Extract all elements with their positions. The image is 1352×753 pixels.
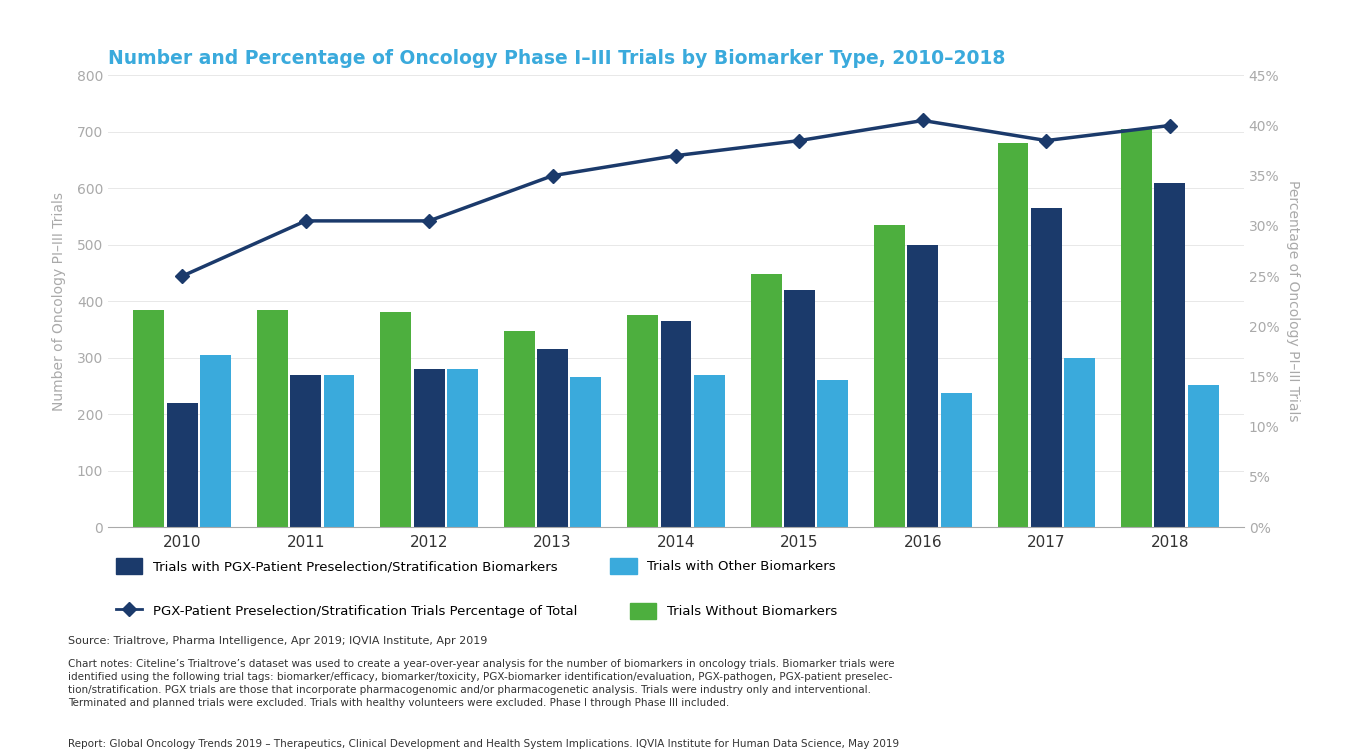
Bar: [1187, 385, 1218, 527]
Bar: [166, 403, 197, 527]
Bar: [627, 316, 658, 527]
Bar: [1030, 208, 1061, 527]
Text: Number and Percentage of Oncology Phase I–III Trials by Biomarker Type, 2010–201: Number and Percentage of Oncology Phase …: [108, 49, 1006, 68]
Text: Report: Global Oncology Trends 2019 – Therapeutics, Clinical Development and Hea: Report: Global Oncology Trends 2019 – Th…: [68, 739, 899, 749]
Bar: [380, 312, 411, 527]
Bar: [784, 290, 815, 527]
Bar: [907, 245, 938, 527]
Bar: [257, 309, 288, 527]
Bar: [694, 375, 725, 527]
Bar: [571, 377, 602, 527]
Y-axis label: Percentage of Oncology PI–III Trials: Percentage of Oncology PI–III Trials: [1286, 181, 1301, 422]
Bar: [414, 369, 445, 527]
Bar: [448, 369, 477, 527]
Bar: [134, 309, 165, 527]
Bar: [818, 380, 848, 527]
Y-axis label: Number of Oncology PI–III Trials: Number of Oncology PI–III Trials: [51, 192, 66, 410]
Bar: [1064, 358, 1095, 527]
Bar: [323, 375, 354, 527]
Bar: [941, 393, 972, 527]
Text: Source: Trialtrove, Pharma Intelligence, Apr 2019; IQVIA Institute, Apr 2019: Source: Trialtrove, Pharma Intelligence,…: [68, 636, 487, 646]
Bar: [504, 331, 534, 527]
Bar: [200, 355, 231, 527]
Bar: [661, 321, 691, 527]
Bar: [750, 274, 781, 527]
Bar: [875, 225, 904, 527]
Legend: PGX-Patient Preselection/Stratification Trials Percentage of Total, Trials Witho: PGX-Patient Preselection/Stratification …: [111, 598, 842, 624]
Bar: [1121, 129, 1152, 527]
Text: Chart notes: Citeline’s Trialtrove’s dataset was used to create a year-over-year: Chart notes: Citeline’s Trialtrove’s dat…: [68, 659, 894, 709]
Bar: [998, 143, 1029, 527]
Bar: [537, 349, 568, 527]
Bar: [291, 375, 320, 527]
Bar: [1155, 183, 1186, 527]
